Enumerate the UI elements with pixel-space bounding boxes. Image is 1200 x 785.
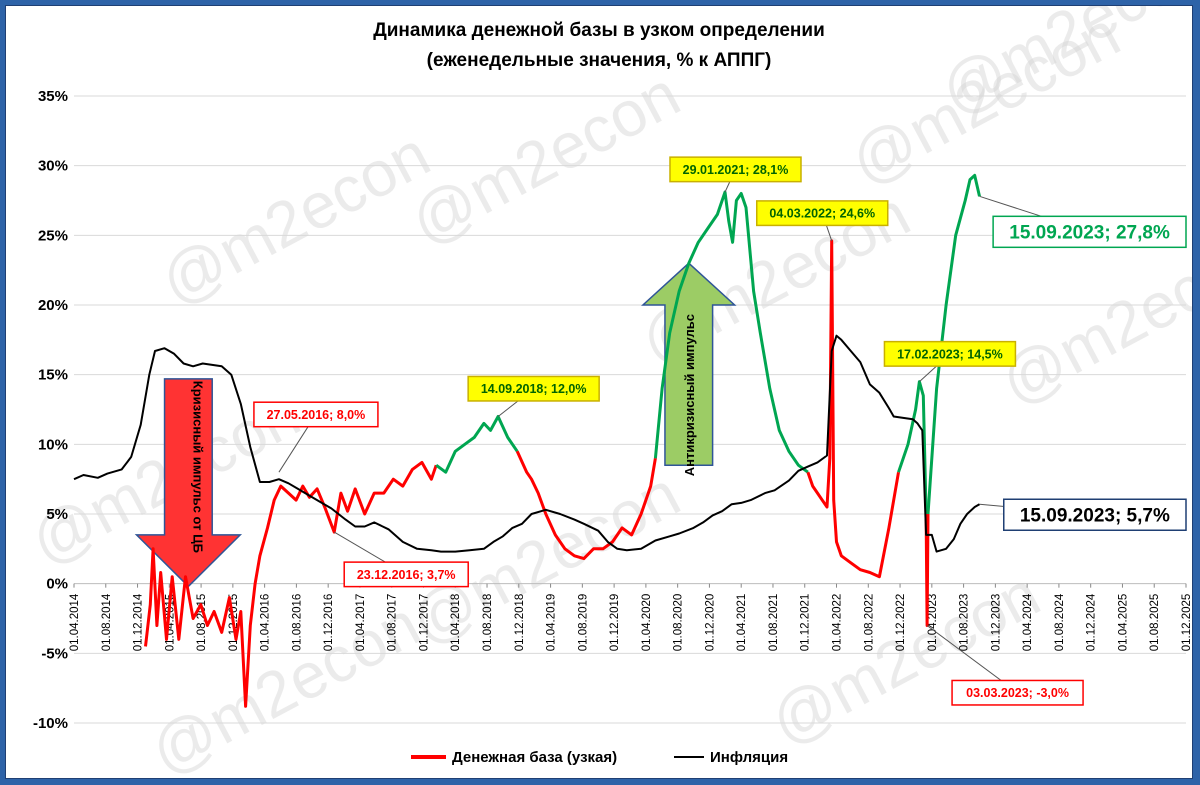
x-axis-ticks: 01.04.2014 01.08.2014 01.12.2014 01.04.2015…	[69, 583, 1192, 652]
series-lines	[73, 173, 981, 708]
x-tick-label: 01.08.2024	[1054, 593, 1066, 651]
annotation-label: 29.01.2021; 28,1%	[683, 163, 789, 177]
x-tick-label: 01.12.2018	[514, 594, 526, 652]
legend: Денежная база (узкая) Инфляция	[411, 749, 788, 766]
annotation-label: 04.03.2022; 24,6%	[769, 207, 875, 221]
annotation-label: 03.03.2023; -3,0%	[966, 686, 1069, 700]
x-tick-label: 01.04.2016	[260, 594, 272, 652]
x-tick-label: 01.12.2021	[800, 594, 812, 652]
annotation-box	[951, 679, 1084, 706]
y-tick-label: 5%	[46, 506, 68, 523]
annotation-box	[669, 156, 802, 183]
annotation-box	[755, 200, 889, 227]
x-tick-label: 01.04.2017	[355, 594, 367, 652]
impulse-arrows: Кризисный импульс от ЦБ Антикризисный имп…	[134, 262, 737, 588]
x-tick-label: 01.08.2016	[291, 594, 303, 652]
x-tick-label: 01.04.2021	[736, 594, 748, 652]
y-tick-label: -5%	[41, 645, 68, 662]
annotation-label: 15.09.2023; 5,7%	[1020, 506, 1170, 527]
anticrisis-impulse-label: Антикризисный импульс	[682, 314, 697, 476]
y-tick-label: 25%	[38, 227, 68, 244]
x-tick-label: 01.12.2019	[609, 594, 621, 652]
series-line-money-base	[515, 450, 657, 561]
annotation-label: 23.12.2016; 3,7%	[357, 568, 456, 582]
x-tick-label: 01.08.2014	[101, 593, 113, 651]
x-tick-label: 01.08.2017	[387, 594, 399, 652]
legend-label-inflation: Инфляция	[710, 749, 788, 766]
legend-label-money-base: Денежная база (узкая)	[452, 749, 617, 766]
x-tick-label: 01.08.2022	[863, 594, 875, 652]
annotation-label: 17.02.2023; 14,5%	[897, 347, 1003, 361]
x-tick-label: 01.12.2025	[1181, 594, 1192, 652]
x-tick-label: 01.08.2018	[482, 594, 494, 652]
annotation-label: 14.09.2018; 12,0%	[481, 382, 587, 396]
chart-svg: @m2econ@m2econ@m2econ@m2econ@m2econ@m2ec…	[19, 6, 1192, 778]
series-line-money-base	[435, 415, 519, 474]
y-tick-label: 35%	[38, 88, 68, 105]
x-tick-label: 01.04.2019	[546, 594, 558, 652]
series-line-money-base	[806, 239, 900, 579]
chart-frame: @m2econ @m2econ @m2econ @m2econ @m2econ @m2ec…	[5, 5, 1193, 779]
x-tick-label: 01.12.2014	[133, 593, 145, 651]
chart-subtitle: (еженедельные значения, % к АППГ)	[427, 50, 772, 71]
annotation-box	[343, 561, 469, 588]
x-tick-label: 01.04.2022	[832, 594, 844, 652]
x-tick-label: 01.08.2020	[673, 594, 685, 652]
annotations: 27.05.2016; 8,0% 23.12.2016; 3,7% 14.09.20…	[253, 156, 1187, 706]
series-line-money-base	[144, 460, 438, 708]
x-tick-label: 01.12.2017	[418, 594, 430, 652]
y-tick-label: 0%	[46, 576, 68, 593]
annotation-box	[992, 215, 1187, 249]
watermark-text: @m2econ	[399, 57, 691, 258]
annotation-box	[883, 340, 1017, 367]
x-tick-label: 01.08.2019	[577, 594, 589, 652]
x-tick-label: 01.08.2025	[1149, 594, 1161, 652]
crisis-impulse-label: Кризисный импульс от ЦБ	[190, 381, 205, 553]
annotation-label: 27.05.2016; 8,0%	[267, 408, 366, 422]
y-axis-ticks: 35% 30% 25% 20% 15% 10% 5% 0% -5% -10%	[33, 88, 68, 732]
series-line-inflation	[73, 334, 981, 553]
y-tick-label: -10%	[33, 715, 68, 732]
x-tick-label: 01.04.2024	[1022, 593, 1034, 651]
x-tick-label: 01.08.2023	[959, 594, 971, 652]
watermark-text: @m2econ	[929, 6, 1192, 128]
annotation-box	[253, 401, 379, 428]
x-tick-label: 01.04.2020	[641, 594, 653, 652]
x-tick-label: 01.04.2025	[1117, 594, 1129, 652]
series-line-money-base	[897, 380, 928, 515]
crisis-impulse-arrow	[134, 378, 243, 588]
watermark-text: @m2econ	[149, 117, 441, 318]
series-line-money-base	[926, 173, 981, 515]
x-tick-label: 01.04.2014	[69, 593, 81, 651]
x-tick-label: 01.04.2018	[450, 594, 462, 652]
series-line-money-base	[653, 190, 809, 474]
annotation-box	[1003, 498, 1187, 531]
annotation-label: 15.09.2023; 27,8%	[1009, 223, 1170, 244]
x-tick-label: 01.12.2020	[704, 594, 716, 652]
anticrisis-impulse-arrow	[641, 262, 737, 466]
x-tick-label: 01.12.2022	[895, 594, 907, 652]
x-tick-label: 01.12.2023	[990, 594, 1002, 652]
annotation-box	[467, 375, 600, 402]
x-tick-label: 01.12.2024	[1086, 593, 1098, 651]
gridlines	[74, 95, 1186, 724]
y-tick-label: 30%	[38, 158, 68, 175]
y-tick-label: 15%	[38, 367, 68, 384]
watermark-text: @m2econ	[759, 557, 1051, 758]
y-tick-label: 20%	[38, 297, 68, 314]
x-tick-label: 01.12.2016	[323, 594, 335, 652]
y-tick-label: 10%	[38, 436, 68, 453]
chart-title: Динамика денежной базы в узком определен…	[373, 20, 825, 41]
x-tick-label: 01.08.2021	[768, 594, 780, 652]
x-tick-label: 01.04.2023	[927, 594, 939, 652]
